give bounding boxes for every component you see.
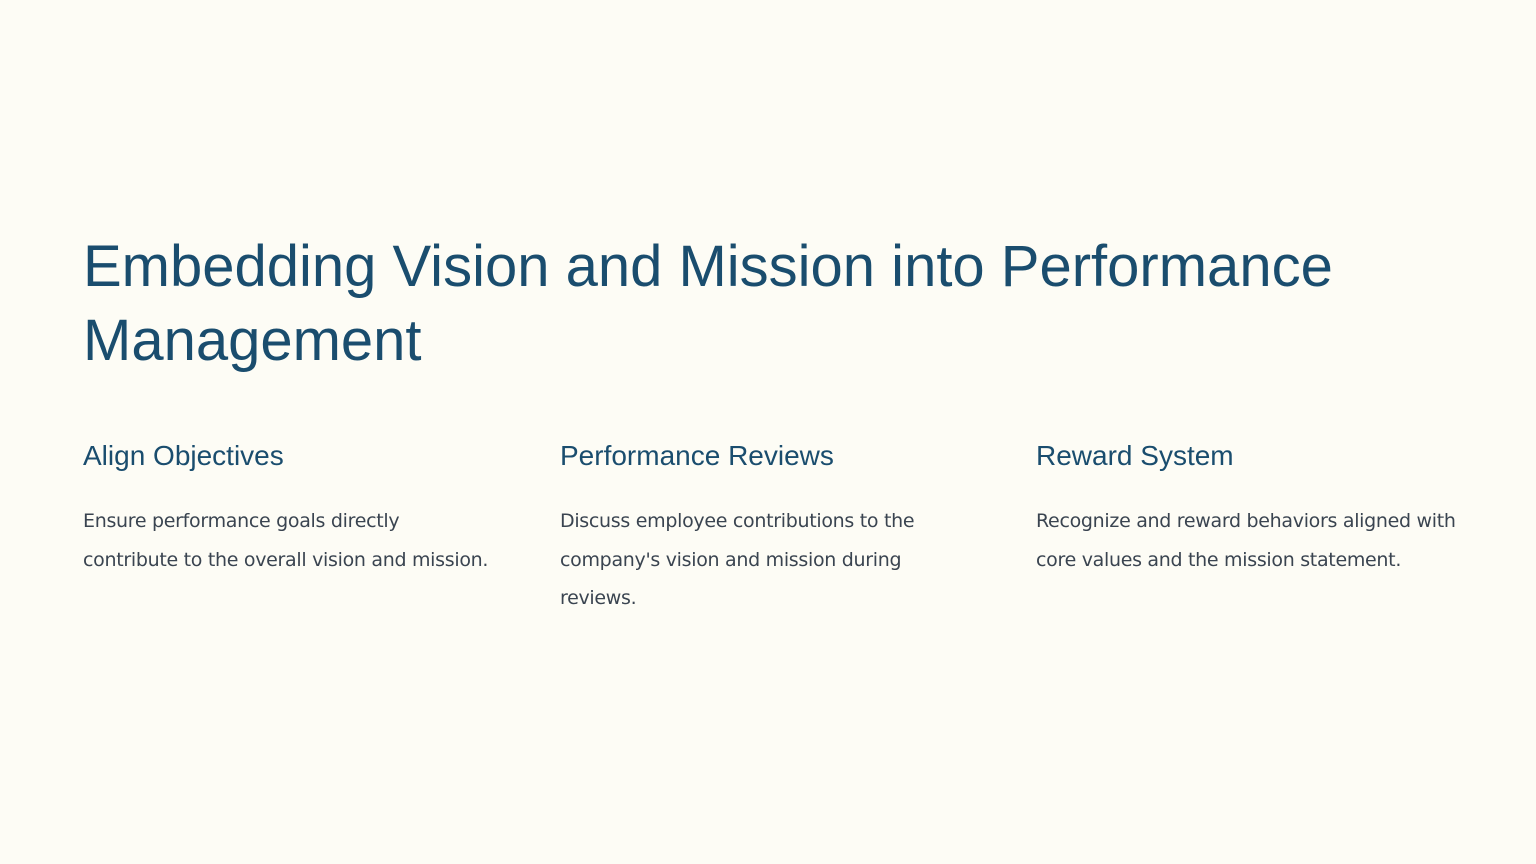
column-heading: Align Objectives bbox=[83, 440, 284, 471]
column-align-objectives: Align Objectives Ensure performance goal… bbox=[83, 438, 493, 579]
slide-title: Embedding Vision and Mission into Perfor… bbox=[83, 234, 1333, 373]
column-heading: Reward System bbox=[1036, 440, 1234, 471]
column-heading: Performance Reviews bbox=[560, 440, 834, 471]
column-performance-reviews: Performance Reviews Discuss employee con… bbox=[560, 438, 970, 618]
column-text: Recognize and reward behaviors aligned w… bbox=[1036, 510, 1456, 571]
column-text: Ensure performance goals directly contri… bbox=[83, 510, 489, 571]
column-text: Discuss employee contributions to the co… bbox=[560, 510, 915, 609]
column-reward-system: Reward System Recognize and reward behav… bbox=[1036, 438, 1456, 579]
